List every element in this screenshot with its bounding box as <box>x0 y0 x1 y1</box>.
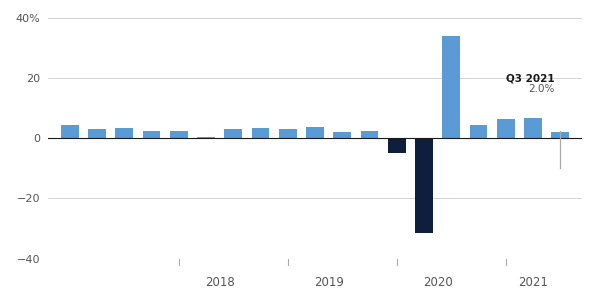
Bar <box>251 128 269 138</box>
Bar <box>115 128 133 138</box>
Text: 2019: 2019 <box>314 275 344 289</box>
Bar <box>61 125 79 138</box>
Text: 2.0%: 2.0% <box>529 84 555 94</box>
Text: 2021: 2021 <box>518 275 548 289</box>
Bar <box>197 137 215 138</box>
Text: 2020: 2020 <box>423 275 452 289</box>
Bar <box>415 138 433 233</box>
Bar <box>388 138 406 153</box>
Bar <box>497 119 515 138</box>
Bar <box>442 36 460 138</box>
Bar <box>470 125 487 138</box>
Bar <box>88 128 106 138</box>
Bar <box>334 132 351 138</box>
Bar <box>143 131 160 138</box>
Bar <box>524 118 542 138</box>
Bar <box>224 129 242 138</box>
Text: Q3 2021: Q3 2021 <box>506 74 555 84</box>
Text: 2018: 2018 <box>205 275 235 289</box>
Bar <box>361 131 379 138</box>
Bar <box>279 128 296 138</box>
Bar <box>306 127 324 138</box>
Bar <box>551 132 569 138</box>
Bar <box>170 131 188 138</box>
